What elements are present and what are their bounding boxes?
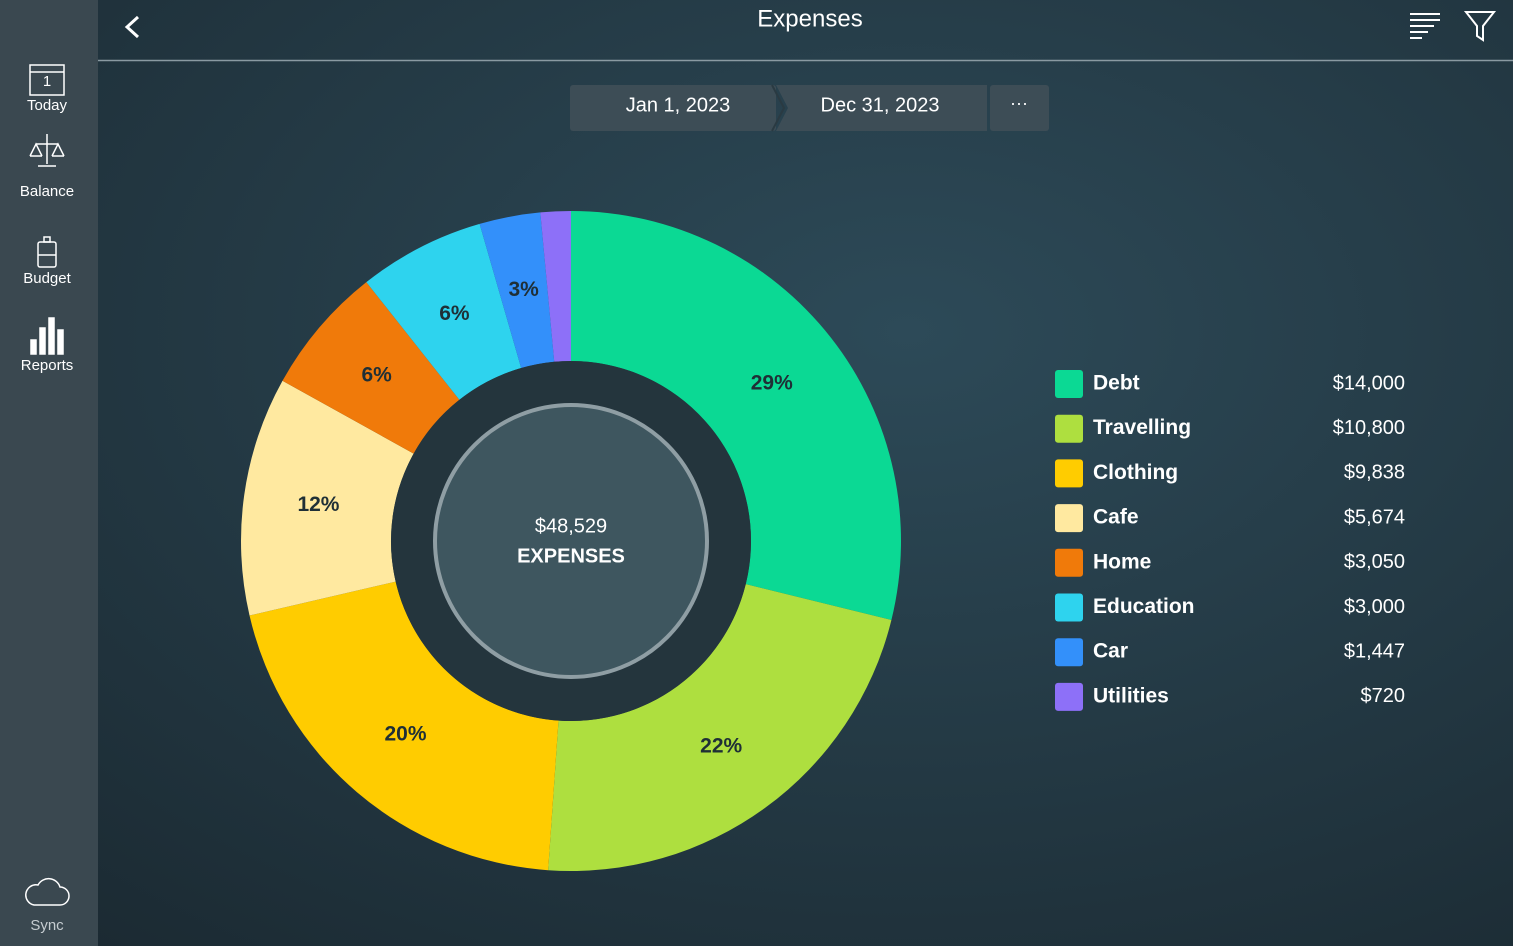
legend-name: Car xyxy=(1093,640,1128,663)
slice xyxy=(282,282,460,454)
legend-name: Education xyxy=(1093,595,1195,618)
sort-button[interactable] xyxy=(1410,13,1440,39)
slice xyxy=(571,211,901,621)
legend-swatch xyxy=(1055,682,1083,711)
filter-button[interactable] xyxy=(1463,11,1497,42)
slice xyxy=(479,212,555,369)
slice xyxy=(249,581,559,871)
slice-label: 3% xyxy=(508,278,539,301)
end-date-button[interactable] xyxy=(776,85,987,131)
legend-swatch xyxy=(1055,593,1083,622)
slice-label: 6% xyxy=(362,363,393,386)
today-date-glyph: 1 xyxy=(43,73,51,90)
more-button[interactable] xyxy=(990,85,1049,131)
slice xyxy=(241,380,414,616)
legend-swatch xyxy=(1055,414,1083,443)
legend-value: $9,838 xyxy=(1344,462,1405,484)
legend-value: $10,800 xyxy=(1333,417,1405,439)
back-button[interactable] xyxy=(124,15,140,39)
center-label: EXPENSES xyxy=(517,545,625,567)
legend-value: $3,000 xyxy=(1344,596,1405,618)
legend-name: Utilities xyxy=(1093,684,1169,707)
header-title: Expenses xyxy=(757,5,862,32)
date-separator xyxy=(771,84,786,132)
sidebar-nav: Today Balance Budget Reports xyxy=(20,97,74,374)
sync-button[interactable]: Sync xyxy=(30,917,64,934)
slice xyxy=(548,584,892,871)
donut-chart: 29% 22% 20% 12% 6% 6% 3% $48,529 EXPENSES xyxy=(241,211,901,871)
nav-item[interactable]: Balance xyxy=(20,183,74,200)
legend-value: $3,050 xyxy=(1344,551,1405,573)
legend-value: $1,447 xyxy=(1344,640,1405,662)
nav-item[interactable]: Budget xyxy=(23,270,71,287)
slice-label: 6% xyxy=(439,302,470,325)
legend: Debt $14,000 Travelling $10,800 Clothing $9,8… xyxy=(1055,370,1405,711)
total-amount: $48,529 xyxy=(535,515,607,537)
legend-value: $14,000 xyxy=(1333,372,1405,394)
start-date-button[interactable] xyxy=(570,85,776,131)
legend-name: Clothing xyxy=(1093,461,1178,484)
more-label: ··· xyxy=(1010,93,1028,113)
legend-name: Cafe xyxy=(1093,506,1139,529)
legend-swatch xyxy=(1055,459,1083,488)
start-date: Jan 1, 2023 xyxy=(626,94,731,116)
slice xyxy=(366,223,522,400)
legend-value: $720 xyxy=(1361,685,1406,707)
legend-swatch xyxy=(1055,638,1083,667)
nav-item[interactable]: Today xyxy=(27,97,68,114)
legend-value: $5,674 xyxy=(1344,506,1405,528)
nav-item[interactable]: Reports xyxy=(21,357,74,374)
legend-name: Home xyxy=(1093,550,1151,573)
slice xyxy=(540,211,571,362)
sidebar-icons xyxy=(25,64,70,906)
end-date: Dec 31, 2023 xyxy=(821,94,940,116)
legend-swatch xyxy=(1055,504,1083,533)
sidebar xyxy=(0,0,98,946)
legend-name: Travelling xyxy=(1093,416,1191,439)
center-disc xyxy=(433,403,709,679)
slice-label: 12% xyxy=(297,493,339,516)
legend-name: Debt xyxy=(1093,372,1140,395)
slice-label: 20% xyxy=(385,723,427,746)
slice-label: 22% xyxy=(700,735,742,758)
slice-label: 29% xyxy=(751,371,793,394)
legend-swatch xyxy=(1055,548,1083,577)
legend-swatch xyxy=(1055,370,1083,398)
